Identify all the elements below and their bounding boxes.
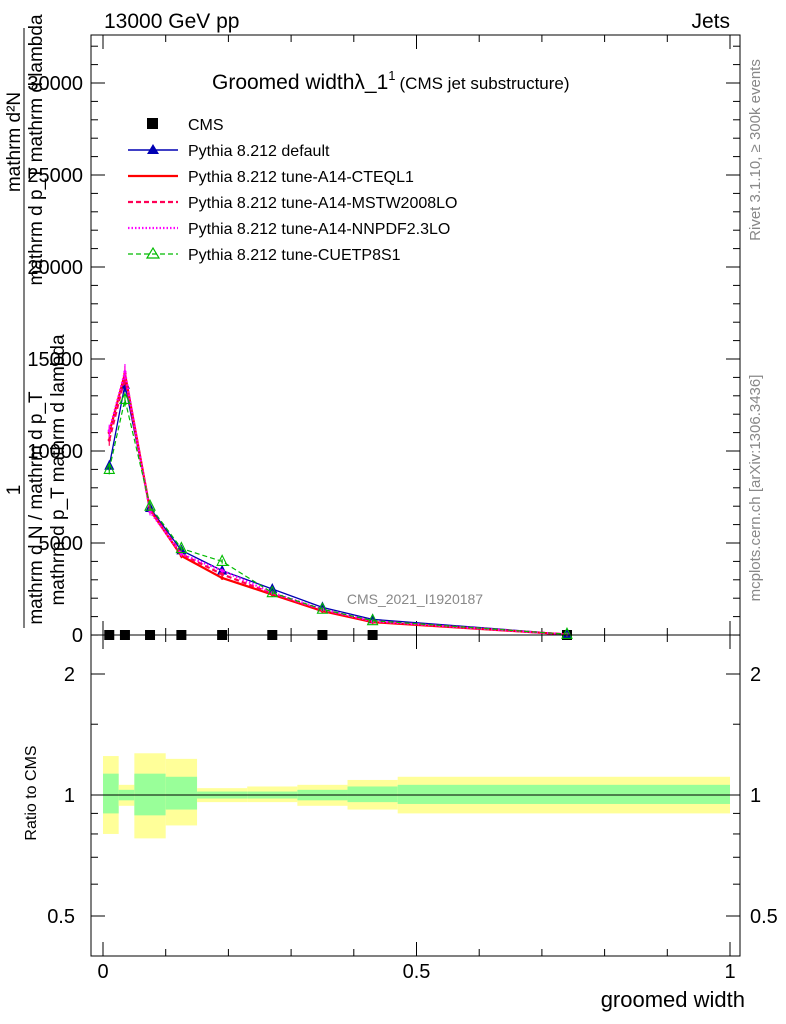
- analysis-watermark: CMS_2021_I1920187: [347, 591, 483, 607]
- data-point-cuetp8s1: [316, 602, 329, 614]
- ratio-band-stat: [165, 776, 198, 810]
- ratio-xtick-label: 0.5: [403, 961, 431, 983]
- main-ytick-label: 30000: [27, 73, 83, 95]
- data-point-cuetp8s1: [175, 541, 188, 554]
- ylabel-line-4: mathrm d N / mathrm d p_T: [26, 391, 47, 625]
- legend-label-cuetp8s1: Pythia 8.212 tune-CUETP8S1: [188, 247, 401, 264]
- rivet-label: Rivet 3.1.10, ≥ 300k events: [747, 59, 764, 241]
- legend-marker-cms: [147, 118, 158, 129]
- ylabel-line-1: mathrm d²N: [4, 92, 25, 192]
- data-point-a14-nnpdf: [179, 552, 183, 556]
- main-y-axis-title: mathrm d²N mathrm d p_T mathrm d lambda …: [4, 14, 69, 628]
- data-point-a14-cteql1: [220, 576, 224, 580]
- ratio-y-axis-title: Ratio to CMS: [23, 745, 40, 840]
- ylabel-line-2: mathrm d p_T mathrm d lambda: [26, 14, 47, 285]
- main-series-group: [103, 363, 573, 640]
- chart-title-main: Groomed widthλ_1: [212, 71, 388, 94]
- main-ytick-label: 0: [72, 625, 83, 647]
- data-point-cuetp8s1: [266, 585, 279, 598]
- main-ytick-label: 20000: [27, 257, 83, 279]
- data-point-a14-mstw: [107, 438, 111, 442]
- series-line-a14-mstw: [108, 377, 568, 636]
- data-point-cuetp8s1: [103, 462, 116, 474]
- data-point-cuetp8s1: [144, 498, 156, 511]
- legend-label-cms: CMS: [188, 117, 224, 134]
- main-axes: 0 5000 10000 15000 20000 25000 30000: [27, 35, 740, 647]
- data-point-cuetp8s1: [119, 392, 131, 405]
- header-left: 13000 GeV pp: [104, 10, 239, 33]
- legend-label-a14-nnpdf: Pythia 8.212 tune-A14-NNPDF2.3LO: [188, 221, 450, 238]
- chart-title: Groomed widthλ_11 (CMS jet substructure): [212, 68, 570, 94]
- chart-title-sup: 1: [388, 68, 395, 83]
- data-point-a14-nnpdf: [123, 370, 127, 374]
- data-point-cuetp8s1: [366, 613, 379, 626]
- series-line-a14-cteql1: [108, 373, 568, 636]
- ylabel-line-3: 1: [4, 485, 25, 496]
- legend-label-default: Pythia 8.212 default: [188, 143, 330, 160]
- legend-label-a14-cteql1: Pythia 8.212 tune-A14-CTEQL1: [188, 169, 414, 186]
- ratio-axes: 0.5 0.5 1 1 2 2 0 0.5 1: [47, 634, 778, 983]
- header-right: Jets: [691, 10, 730, 33]
- data-point-cuetp8s1: [561, 627, 573, 639]
- ratio-ytick-label-right: 0.5: [750, 906, 778, 928]
- ratio-band-stat: [103, 773, 119, 814]
- series-line-default: [108, 384, 568, 635]
- ratio-xtick-label: 1: [724, 961, 735, 983]
- data-point-a14-nnpdf: [107, 429, 111, 433]
- ratio-band-stat: [347, 786, 398, 803]
- ratio-ytick-label-right: 2: [750, 664, 761, 686]
- legend-marker-cuetp8s1: [145, 246, 161, 259]
- legend-marker-default: [147, 144, 159, 154]
- ratio-ytick-label: 0.5: [47, 906, 75, 928]
- mcplots-label: mcplots.cern.ch [arXiv:1306.3436]: [747, 375, 764, 602]
- data-point-a14-nnpdf: [220, 569, 224, 573]
- ratio-ytick-label-right: 1: [750, 785, 761, 807]
- data-point-cuetp8s1: [216, 554, 229, 566]
- legend-label-a14-mstw: Pythia 8.212 tune-A14-MSTW2008LO: [188, 195, 457, 212]
- chart-title-suffix: (CMS jet substructure): [400, 74, 570, 93]
- ratio-ytick-label: 1: [64, 785, 75, 807]
- main-ytick-label: 5000: [39, 533, 84, 555]
- ratio-band-stat: [397, 784, 730, 804]
- main-ytick-label: 25000: [27, 165, 83, 187]
- x-axis-title: groomed width: [601, 987, 745, 1012]
- series-line-cuetp8s1: [108, 399, 568, 635]
- series-line-a14-nnpdf: [108, 371, 568, 636]
- ratio-bands: [103, 753, 730, 839]
- ratio-ytick-label: 2: [64, 664, 75, 686]
- ratio-xtick-label: 0: [97, 961, 108, 983]
- main-ytick-label: 15000: [27, 349, 83, 371]
- main-ytick-label: 10000: [27, 441, 83, 463]
- data-point-a14-mstw: [220, 572, 224, 576]
- data-point-a14-nnpdf: [148, 510, 152, 514]
- legend: CMS Pythia 8.212 default Pythia 8.212 tu…: [128, 117, 457, 264]
- ylabel-line-5: mathrm d p_T mathrm d lambda: [48, 334, 69, 605]
